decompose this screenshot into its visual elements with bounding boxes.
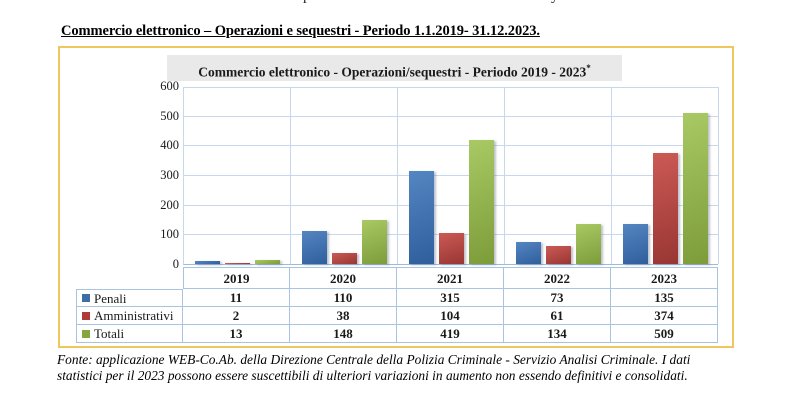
bar-penali-2019: [195, 261, 220, 264]
data-table: 2019 2020 2021 2022 2023 Penali 11 110 315 73 135 A…: [76, 267, 718, 343]
value-totali-2023: 509: [611, 325, 718, 343]
gridline-600: [184, 87, 718, 88]
plot-area: [183, 87, 719, 265]
legend-cell-totali: Totali: [76, 325, 183, 343]
category-separator: [504, 87, 505, 264]
y-axis-label-600: 600: [160, 79, 179, 93]
value-amministrativi-2019: 2: [183, 307, 290, 325]
value-amministrativi-2022: 61: [504, 307, 611, 325]
source-note: Fonte: applicazione WEB-Co.Ab. della Dir…: [57, 352, 747, 385]
chart-title-asterisk: *: [586, 63, 591, 73]
value-totali-2022: 134: [504, 325, 611, 343]
legend-swatch-amministrativi: [82, 311, 90, 320]
year-header-2023: 2023: [611, 267, 718, 289]
bar-amministrativi-2020: [332, 253, 357, 264]
y-axis-label-100: 100: [160, 227, 179, 242]
bar-amministrativi-2021: [439, 233, 464, 264]
gridline-200: [184, 204, 718, 206]
year-header-2019: 2019: [183, 267, 290, 289]
category-separator: [611, 87, 612, 264]
bar-totali-2022: [576, 224, 601, 264]
bar-penali-2021: [409, 171, 434, 264]
y-axis-label-200: 200: [160, 197, 179, 212]
value-penali-2019: 11: [183, 289, 290, 307]
bar-penali-2020: [302, 231, 327, 264]
value-penali-2020: 110: [290, 289, 397, 307]
value-totali-2020: 148: [290, 325, 397, 343]
bar-totali-2021: [469, 140, 494, 264]
value-amministrativi-2020: 38: [290, 307, 397, 325]
year-header-2021: 2021: [397, 267, 504, 289]
bar-totali-2019: [255, 260, 280, 264]
value-totali-2021: 419: [397, 325, 504, 343]
table-row-amministrativi: Amministrativi 2 38 104 61 374: [76, 307, 718, 325]
bar-penali-2022: [516, 242, 541, 264]
year-header-2022: 2022: [504, 267, 611, 289]
source-note-line-1: Fonte: applicazione WEB-Co.Ab. della Dir…: [57, 352, 691, 367]
table-row-penali: Penali 11 110 315 73 135: [76, 289, 718, 307]
value-totali-2019: 13: [183, 325, 290, 343]
category-separator: [718, 87, 719, 264]
table-row-totali: Totali 13 148 419 134 509: [76, 325, 718, 343]
value-penali-2023: 135: [611, 289, 718, 307]
value-penali-2022: 73: [504, 289, 611, 307]
category-separator: [397, 87, 398, 264]
clipped-glyph: p: [303, 0, 311, 4]
bar-totali-2023: [683, 113, 708, 264]
legend-swatch-totali: [82, 329, 90, 338]
bar-penali-2023: [623, 224, 648, 264]
table-corner-cell: [76, 267, 183, 289]
y-axis-label-400: 400: [160, 138, 179, 153]
value-amministrativi-2023: 374: [611, 307, 718, 325]
gridline-400: [184, 145, 718, 147]
category-separator: [290, 87, 291, 264]
legend-cell-amministrativi: Amministrativi: [76, 307, 183, 325]
gridline-300: [184, 175, 718, 176]
y-axis-label-500: 500: [160, 108, 179, 123]
chart-panel: Commercio elettronico - Operazioni/seque…: [58, 46, 734, 348]
y-axis-label-0: 0: [172, 257, 179, 271]
partial-top-text-line: py: [0, 0, 800, 4]
legend-swatch-penali: [82, 294, 90, 302]
document-heading: Commercio elettronico – Operazioni e seq…: [61, 23, 540, 39]
year-header-2020: 2020: [290, 267, 397, 289]
bar-amministrativi-2023: [653, 153, 678, 264]
table-header-row: 2019 2020 2021 2022 2023: [76, 267, 718, 289]
chart-title-text: Commercio elettronico - Operazioni/seque…: [198, 64, 587, 80]
value-amministrativi-2021: 104: [397, 307, 504, 325]
value-penali-2021: 315: [397, 289, 504, 307]
y-axis-label-300: 300: [160, 168, 179, 182]
legend-label: Totali: [94, 326, 125, 341]
clipped-glyph: y: [551, 0, 559, 4]
gridline-500: [184, 115, 718, 117]
bar-amministrativi-2022: [546, 246, 571, 264]
bar-totali-2020: [362, 220, 387, 264]
legend-label: Penali: [94, 290, 127, 306]
bar-amministrativi-2019: [225, 263, 250, 264]
legend-cell-penali: Penali: [76, 289, 183, 307]
chart-title: Commercio elettronico - Operazioni/seque…: [167, 55, 622, 81]
source-note-line-2: statistici per il 2023 possono essere su…: [57, 368, 688, 384]
legend-label: Amministrativi: [94, 308, 174, 323]
